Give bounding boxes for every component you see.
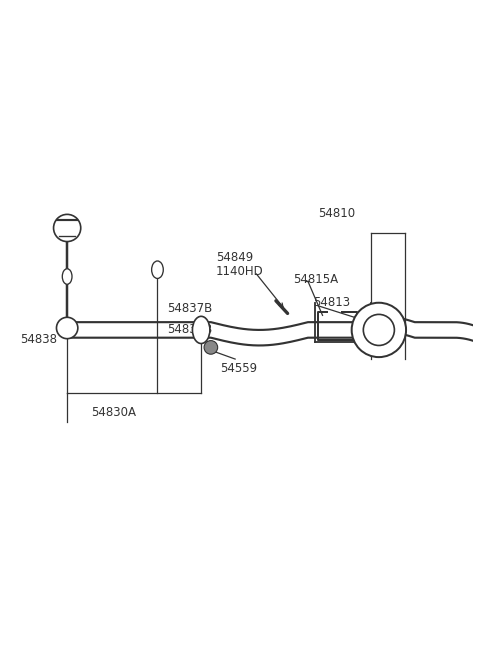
Text: 54837B: 54837B (167, 302, 213, 315)
Ellipse shape (152, 261, 163, 278)
Circle shape (57, 317, 78, 339)
Text: 54815A: 54815A (293, 273, 338, 286)
Text: 54810: 54810 (319, 207, 356, 220)
Text: 54813: 54813 (313, 296, 350, 309)
Circle shape (54, 214, 81, 242)
Text: 54849: 54849 (216, 251, 253, 263)
Text: 1140HD: 1140HD (216, 265, 264, 278)
Ellipse shape (192, 316, 210, 343)
Circle shape (204, 341, 217, 354)
Ellipse shape (62, 269, 72, 284)
Text: 54839B: 54839B (167, 324, 213, 337)
Text: 54830A: 54830A (91, 406, 136, 419)
Circle shape (363, 314, 395, 345)
Text: 54838: 54838 (21, 333, 58, 346)
Text: 54559: 54559 (221, 362, 258, 375)
Circle shape (352, 303, 406, 357)
